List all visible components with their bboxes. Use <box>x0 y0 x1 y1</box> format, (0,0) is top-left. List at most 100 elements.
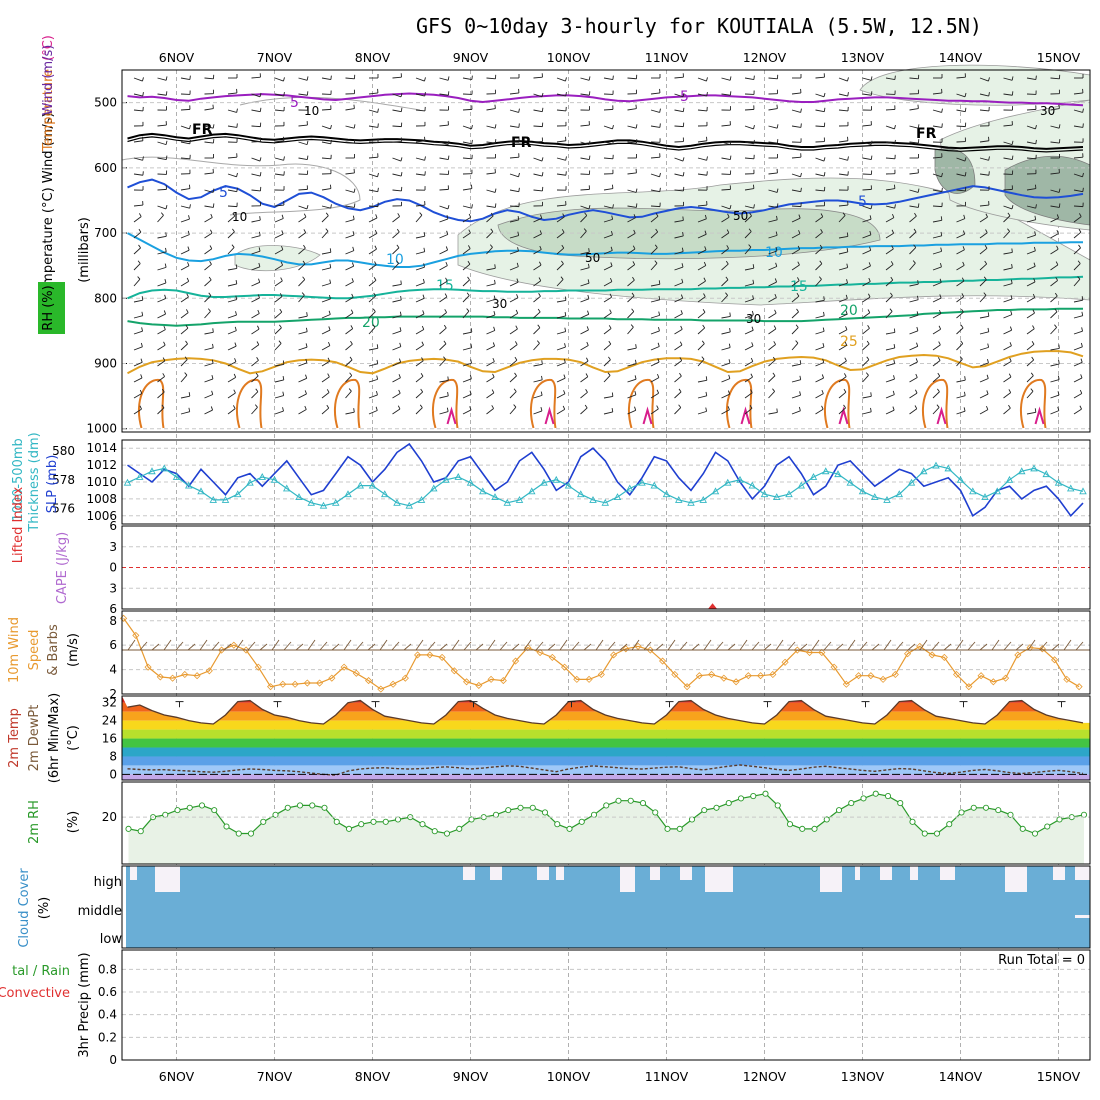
barb <box>321 251 331 255</box>
barb <box>650 205 661 208</box>
barb <box>932 173 942 178</box>
barb <box>650 173 660 178</box>
barb-flag <box>916 295 919 300</box>
barb <box>1073 278 1081 287</box>
barb-flag <box>140 374 143 379</box>
barb <box>603 141 613 145</box>
rh-point <box>909 818 916 825</box>
barb <box>227 392 236 399</box>
barb-flag <box>795 340 799 344</box>
wind-barb <box>655 643 664 651</box>
barb-flag <box>775 231 778 236</box>
barb-flag <box>372 308 376 312</box>
contour-freezing-FR <box>127 132 1084 150</box>
barb-flag <box>820 228 823 233</box>
barb-flag <box>353 188 356 193</box>
barb <box>180 265 190 271</box>
barb-flag <box>681 278 684 283</box>
barb-flag <box>421 325 425 330</box>
barb <box>251 109 261 113</box>
barb <box>862 411 872 415</box>
run-total-label: Run Total = 0 <box>998 953 1085 968</box>
barb <box>157 282 167 287</box>
barb <box>1073 173 1083 178</box>
barb-flag <box>822 343 825 348</box>
barb-flag <box>588 205 591 210</box>
barb-flag <box>352 215 355 220</box>
barb-flag <box>961 277 965 282</box>
thickness-tick-label: 576 <box>52 502 75 516</box>
barb <box>862 124 872 127</box>
barb-flag <box>656 389 660 394</box>
wind-barb <box>751 641 760 651</box>
barb-flag <box>306 140 309 145</box>
lifted-index-label: Lifted Index <box>11 486 26 563</box>
barb <box>439 359 446 367</box>
barb <box>180 249 190 255</box>
date-axes: 6NOV6NOV7NOV7NOV8NOV8NOV9NOV9NOV10NOV10N… <box>159 50 1081 1084</box>
barb-flag <box>422 278 425 283</box>
cloud-gap <box>680 866 692 880</box>
barb <box>533 410 543 415</box>
barb <box>932 297 942 303</box>
rh-point <box>823 816 830 823</box>
barb-flag <box>305 358 308 363</box>
barb-flag <box>325 228 329 232</box>
dewpoint-line <box>127 764 1084 776</box>
barb <box>862 77 872 81</box>
barb-flag <box>375 214 378 219</box>
barb <box>580 251 590 255</box>
barb-flag <box>796 277 800 281</box>
barb <box>932 109 942 113</box>
barb <box>204 347 214 351</box>
barb-flag <box>748 228 752 232</box>
barb <box>909 141 919 144</box>
barb-flag <box>659 187 661 192</box>
rh-point <box>345 825 353 832</box>
barb-flag <box>517 247 519 252</box>
barb <box>204 311 211 319</box>
wind-speed-point <box>1038 645 1046 653</box>
barb-flag <box>163 325 166 330</box>
thickness-point <box>674 495 683 503</box>
barb-flag <box>1034 408 1037 413</box>
barb <box>932 391 940 399</box>
barb <box>1073 216 1082 223</box>
barb <box>509 205 520 208</box>
barb-flag <box>211 390 214 395</box>
temp-line <box>127 699 1084 725</box>
barb-flag <box>514 356 518 361</box>
barb <box>697 311 706 319</box>
barb <box>298 232 306 239</box>
barb-flag <box>819 244 823 249</box>
barb-flag <box>162 357 166 362</box>
barb <box>462 279 470 287</box>
wind-speed-point <box>389 680 397 688</box>
barb <box>909 262 916 271</box>
barb <box>721 295 728 303</box>
barb <box>204 378 214 383</box>
barb <box>627 217 636 223</box>
barb <box>862 395 872 399</box>
barb-flag <box>400 172 403 177</box>
barb <box>932 328 941 335</box>
barb-flag <box>330 139 332 144</box>
wind-speed-point <box>671 670 679 679</box>
barb-flag <box>632 261 636 265</box>
contour-label-rh: 30 <box>492 297 507 311</box>
barb <box>345 250 355 255</box>
barb <box>791 264 800 271</box>
barb-flag <box>233 373 237 378</box>
barb-flag <box>986 405 989 410</box>
barb-flag <box>353 124 356 129</box>
barb <box>157 157 167 161</box>
barb-flag <box>823 311 825 316</box>
barb <box>227 109 237 113</box>
barb <box>838 391 847 399</box>
barb <box>838 77 848 82</box>
barb <box>133 77 143 82</box>
barb <box>815 93 825 98</box>
barb-flag <box>964 157 967 162</box>
barb-flag <box>751 342 754 347</box>
